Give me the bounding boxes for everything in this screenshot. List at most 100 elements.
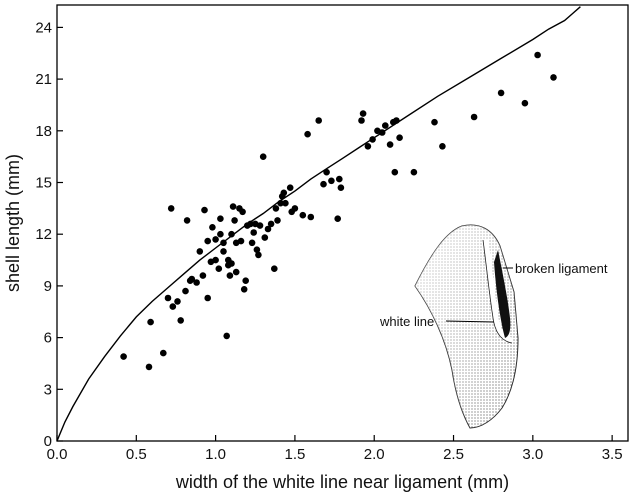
data-point (323, 168, 330, 176)
data-point (282, 199, 289, 207)
y-tick-label: 6 (44, 330, 52, 347)
white-line-leader (445, 320, 495, 323)
data-point (291, 205, 299, 212)
data-point (410, 168, 418, 176)
data-point (359, 110, 367, 117)
data-point (237, 237, 245, 245)
data-point (120, 353, 127, 360)
data-point (439, 143, 446, 150)
data-point (286, 184, 294, 191)
data-point (364, 143, 372, 150)
data-point (369, 136, 376, 143)
data-point (497, 89, 505, 97)
data-point (396, 134, 403, 141)
data-point (212, 236, 219, 243)
data-point (160, 349, 167, 357)
data-point (193, 279, 200, 286)
data-point (315, 117, 323, 124)
data-point (223, 332, 230, 340)
white-line-label: white line (379, 314, 434, 329)
data-point (304, 130, 311, 138)
data-point (271, 265, 278, 273)
data-point (204, 294, 211, 302)
data-point (220, 239, 227, 247)
x-tick-label: 1.0 (205, 446, 226, 463)
data-point (228, 230, 235, 238)
x-tick-label: 0.5 (126, 446, 147, 463)
y-tick-label: 0 (44, 433, 52, 450)
data-point (217, 230, 224, 238)
data-point (307, 213, 315, 221)
data-point (217, 215, 224, 222)
data-point (358, 117, 365, 124)
data-point (247, 220, 254, 228)
y-tick-label: 3 (44, 381, 52, 398)
data-point (255, 251, 262, 259)
data-point (259, 153, 267, 160)
x-tick-label: 0.0 (47, 446, 68, 463)
x-tick-label: 3.5 (602, 446, 623, 463)
data-point (201, 206, 208, 214)
y-axis-label: shell length (mm) (3, 154, 23, 292)
data-point (382, 122, 389, 129)
data-point (267, 220, 275, 228)
data-point (272, 205, 280, 212)
data-point (209, 224, 216, 231)
data-point (328, 177, 335, 185)
data-point (336, 175, 343, 183)
data-point (280, 189, 288, 197)
data-points-layer (120, 51, 557, 371)
y-tick-label: 18 (35, 123, 52, 140)
data-point (182, 287, 189, 295)
data-point (337, 184, 345, 191)
data-point (177, 317, 184, 324)
data-point (145, 363, 153, 371)
data-point (196, 248, 204, 255)
data-point (250, 229, 257, 236)
data-point (261, 234, 269, 241)
data-point (229, 203, 237, 210)
data-point (147, 318, 154, 326)
y-axis-ticks: 0 3 6 9 12 15 18 21 24 (35, 19, 63, 450)
data-point (274, 217, 281, 224)
data-point (226, 272, 234, 279)
x-tick-label: 3.0 (522, 446, 543, 463)
y-tick-label: 21 (35, 71, 52, 88)
data-point (199, 272, 207, 279)
data-point (334, 215, 342, 222)
y-tick-label: 12 (35, 226, 52, 243)
shell-inset-illustration: broken ligament white line (379, 224, 608, 429)
data-point (167, 205, 175, 212)
data-point (242, 277, 249, 285)
plot-frame (56, 4, 629, 442)
x-axis-label: width of the white line near ligament (m… (175, 472, 509, 492)
broken-ligament-label: broken ligament (515, 261, 608, 276)
data-point (386, 141, 394, 148)
data-point (212, 256, 219, 264)
data-point (228, 260, 235, 267)
data-point (240, 286, 248, 293)
data-point (174, 298, 181, 305)
data-point (239, 208, 246, 216)
data-point (378, 129, 386, 136)
x-tick-label: 1.5 (284, 446, 305, 463)
data-point (183, 217, 191, 224)
data-point (248, 239, 256, 247)
x-axis-ticks: 0.0 0.5 1.0 1.5 2.0 2.5 3.0 3.5 (47, 435, 623, 463)
data-point (521, 99, 529, 107)
y-tick-label: 15 (35, 175, 52, 192)
data-point (256, 222, 264, 229)
data-point (299, 211, 307, 219)
data-point (320, 180, 327, 188)
data-point (169, 303, 177, 310)
data-point (253, 246, 261, 253)
broken-ligament-mark (494, 250, 511, 338)
data-point (470, 113, 478, 121)
data-point (164, 294, 172, 302)
data-point (264, 225, 272, 233)
data-point (215, 265, 223, 273)
white-line-edge (482, 239, 513, 344)
x-tick-label: 2.0 (364, 446, 385, 463)
data-point (277, 199, 284, 207)
